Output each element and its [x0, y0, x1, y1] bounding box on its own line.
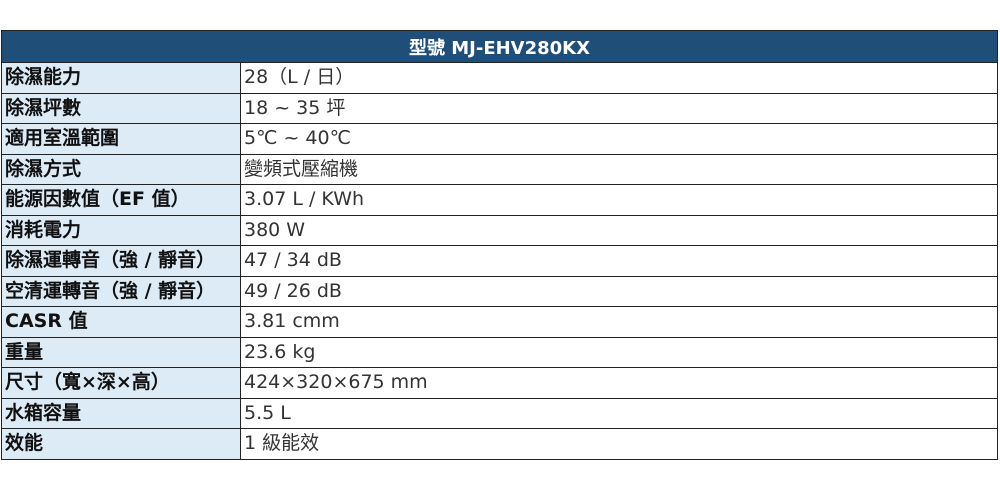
table-row: 水箱容量 5.5 L [1, 397, 998, 429]
spec-label: 除濕坪數 [1, 92, 241, 124]
spec-value: 3.07 L / KWh [240, 184, 998, 216]
spec-value: 380 W [240, 214, 998, 246]
spec-value: 18 ~ 35 坪 [240, 92, 998, 124]
table-row: 除濕方式 變頻式壓縮機 [1, 153, 998, 185]
header-row: 型號 MJ-EHV280KX [1, 30, 998, 63]
table-row: 能源因數值（EF 值） 3.07 L / KWh [1, 184, 998, 216]
spec-label: 除濕運轉音（強 / 靜音） [1, 245, 241, 277]
spec-value: 5.5 L [240, 397, 998, 429]
spec-value: 3.81 cmm [240, 306, 998, 338]
spec-label: CASR 值 [1, 306, 241, 338]
spec-value: 5℃ ~ 40℃ [240, 123, 998, 155]
spec-label: 重量 [1, 336, 241, 368]
table-row: 空清運轉音（強 / 靜音） 49 / 26 dB [1, 275, 998, 307]
spec-label: 尺寸（寬×深×高） [1, 367, 241, 399]
model-title: 型號 MJ-EHV280KX [1, 30, 998, 63]
spec-value: 23.6 kg [240, 336, 998, 368]
table-row: 適用室溫範圍 5℃ ~ 40℃ [1, 123, 998, 155]
spec-label: 適用室溫範圍 [1, 123, 241, 155]
table-row: CASR 值 3.81 cmm [1, 306, 998, 338]
table-row: 除濕運轉音（強 / 靜音） 47 / 34 dB [1, 245, 998, 277]
spec-label: 水箱容量 [1, 397, 241, 429]
spec-value: 49 / 26 dB [240, 275, 998, 307]
spec-table: 型號 MJ-EHV280KX 除濕能力 28（L / 日） 除濕坪數 18 ~ 35 … [1, 30, 998, 460]
table-row: 重量 23.6 kg [1, 336, 998, 368]
spec-label: 效能 [1, 428, 241, 460]
table-row: 除濕坪數 18 ~ 35 坪 [1, 92, 998, 124]
table-row: 消耗電力 380 W [1, 214, 998, 246]
spec-label: 除濕能力 [1, 62, 241, 94]
table-row: 除濕能力 28（L / 日） [1, 62, 998, 94]
spec-value: 47 / 34 dB [240, 245, 998, 277]
spec-value: 變頻式壓縮機 [240, 153, 998, 185]
spec-value: 1 級能效 [240, 428, 998, 460]
spec-label: 空清運轉音（強 / 靜音） [1, 275, 241, 307]
spec-value: 28（L / 日） [240, 62, 998, 94]
table-row: 尺寸（寬×深×高） 424×320×675 mm [1, 367, 998, 399]
spec-label: 能源因數值（EF 值） [1, 184, 241, 216]
spec-label: 除濕方式 [1, 153, 241, 185]
spec-label: 消耗電力 [1, 214, 241, 246]
table-row: 效能 1 級能效 [1, 428, 998, 460]
spec-value: 424×320×675 mm [240, 367, 998, 399]
